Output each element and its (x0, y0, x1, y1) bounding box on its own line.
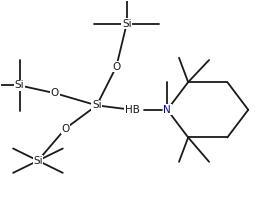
Text: N: N (163, 105, 171, 115)
Text: Si: Si (33, 156, 43, 166)
Text: Si: Si (122, 19, 131, 28)
Text: O: O (61, 124, 69, 134)
Text: HB: HB (125, 105, 139, 115)
Text: O: O (51, 88, 59, 98)
Text: O: O (112, 62, 120, 72)
Text: Si: Si (15, 80, 25, 90)
Text: Si: Si (92, 100, 102, 110)
